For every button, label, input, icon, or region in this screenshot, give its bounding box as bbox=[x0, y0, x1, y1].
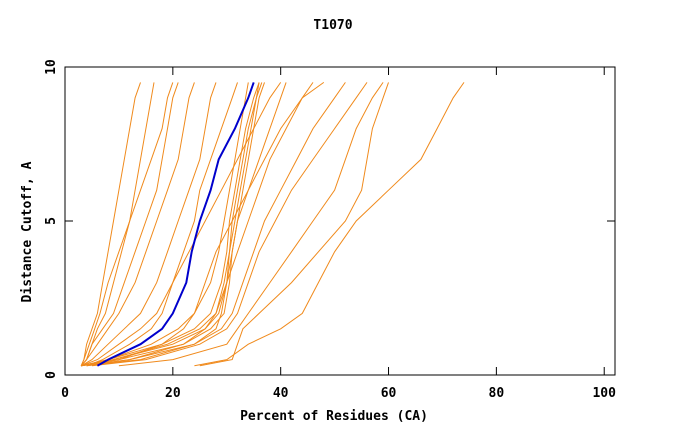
series-line bbox=[81, 82, 260, 367]
x-tick-label: 80 bbox=[489, 386, 505, 401]
plot-area bbox=[80, 81, 465, 367]
x-tick-label: 40 bbox=[273, 386, 289, 401]
y-axis-label: Distance Cutoff, A bbox=[20, 161, 35, 302]
x-tick-label: 100 bbox=[592, 386, 616, 401]
series-line bbox=[80, 82, 195, 367]
y-tick-label: 0 bbox=[44, 371, 59, 379]
series-line bbox=[81, 82, 249, 367]
plot-frame bbox=[64, 66, 616, 376]
series-line bbox=[86, 82, 346, 367]
series-line bbox=[80, 82, 174, 366]
y-tick-label: 5 bbox=[44, 217, 59, 225]
series-line bbox=[86, 82, 314, 367]
x-tick-label: 20 bbox=[165, 386, 181, 401]
y-tick-label: 10 bbox=[44, 59, 59, 75]
x-tick-label: 0 bbox=[61, 386, 69, 401]
series-line bbox=[86, 82, 238, 367]
series-line bbox=[80, 82, 155, 367]
x-tick-label: 60 bbox=[381, 386, 397, 401]
series-line bbox=[80, 82, 179, 367]
chart-title: T1070 bbox=[313, 18, 352, 33]
series-line bbox=[81, 81, 325, 367]
series-line bbox=[118, 82, 384, 367]
series-line bbox=[96, 82, 255, 367]
x-axis-label: Percent of Residues (CA) bbox=[240, 409, 428, 424]
series-line bbox=[194, 82, 465, 367]
series-line bbox=[199, 82, 389, 367]
series-line bbox=[81, 82, 282, 367]
series-line bbox=[80, 82, 141, 366]
series-line bbox=[80, 82, 217, 367]
series-line bbox=[91, 82, 368, 367]
